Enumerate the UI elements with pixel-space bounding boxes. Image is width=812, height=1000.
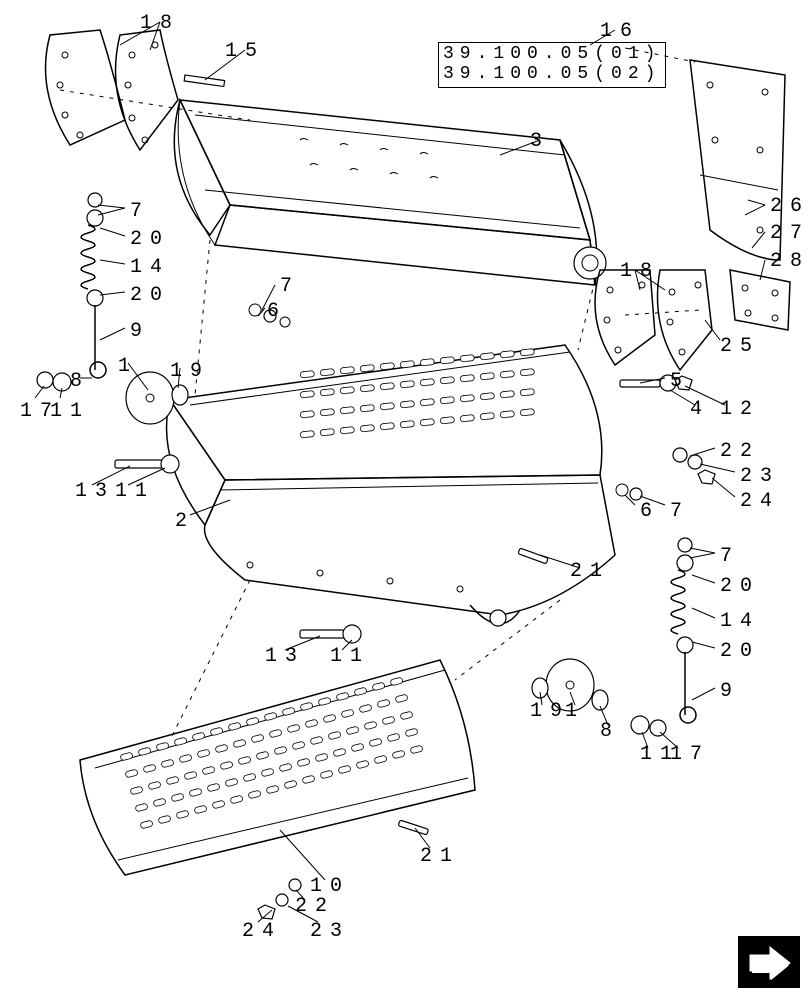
diagram-container: 39.100.05(01) 39.100.05(02) 181516372014…: [0, 0, 812, 1000]
callout-23: 23: [740, 465, 780, 488]
callout-27: 27: [770, 222, 810, 245]
left-end-plate-inner: [116, 30, 179, 150]
bolt-13-left: [115, 455, 179, 473]
callout-13: 13: [75, 480, 115, 503]
callout-2: 2: [175, 510, 195, 533]
callout-19: 19: [530, 700, 570, 723]
leaders: [35, 22, 765, 922]
callout-7: 7: [670, 500, 690, 523]
callout-11: 11: [330, 645, 370, 668]
callout-21: 21: [570, 560, 610, 583]
callout-7: 7: [280, 275, 300, 298]
callout-22: 22: [295, 895, 335, 918]
callout-3: 3: [530, 130, 550, 153]
callout-8: 8: [70, 370, 90, 393]
callout-26: 26: [770, 195, 810, 218]
callout-7: 7: [720, 545, 740, 568]
callout-4: 4: [690, 398, 710, 421]
refbox-line2: 39.100.05(02): [443, 65, 661, 85]
callout-1: 1: [565, 700, 585, 723]
callout-24: 24: [740, 490, 780, 513]
reference-box: 39.100.05(01) 39.100.05(02): [438, 42, 666, 88]
callout-20: 20: [720, 640, 760, 663]
callout-18: 18: [620, 260, 660, 283]
callout-1: 1: [118, 355, 138, 378]
spring-left: [81, 193, 106, 378]
callout-5: 5: [670, 370, 690, 393]
callout-11: 11: [115, 480, 155, 503]
callout-8: 8: [600, 720, 620, 743]
callout-6: 6: [267, 300, 287, 323]
callout-28: 28: [770, 250, 810, 273]
callout-23: 23: [310, 920, 350, 943]
pin-15: [184, 75, 224, 87]
callout-20: 20: [720, 575, 760, 598]
callout-24: 24: [242, 920, 282, 943]
callout-9: 9: [720, 680, 740, 703]
callout-12: 12: [720, 398, 760, 421]
left-end-plate-outer: [46, 30, 126, 145]
callout-25: 25: [720, 335, 760, 358]
callout-9: 9: [130, 320, 150, 343]
callout-22: 22: [720, 440, 760, 463]
callout-6: 6: [640, 500, 660, 523]
callout-17: 17: [670, 743, 710, 766]
callout-14: 14: [720, 610, 760, 633]
callout-15: 15: [225, 40, 265, 63]
callout-20: 20: [130, 228, 170, 251]
lower-screen: [80, 660, 475, 919]
callout-19: 19: [170, 360, 210, 383]
callout-20: 20: [130, 284, 170, 307]
middle-panel: [167, 345, 615, 626]
right-end-plate-b: [658, 270, 713, 370]
callout-7: 7: [130, 200, 150, 223]
callout-13: 13: [265, 645, 305, 668]
washer-set-right: [616, 484, 642, 500]
callout-14: 14: [130, 256, 170, 279]
callout-16: 16: [600, 20, 640, 43]
callout-11: 11: [50, 400, 90, 423]
callout-18: 18: [140, 12, 180, 35]
right-end-plate-a: [595, 270, 655, 365]
next-page-icon[interactable]: [738, 936, 800, 988]
refbox-line1: 39.100.05(01): [443, 45, 661, 65]
spring-right: [671, 538, 696, 723]
callout-21: 21: [420, 845, 460, 868]
upper-hood: [174, 100, 606, 285]
